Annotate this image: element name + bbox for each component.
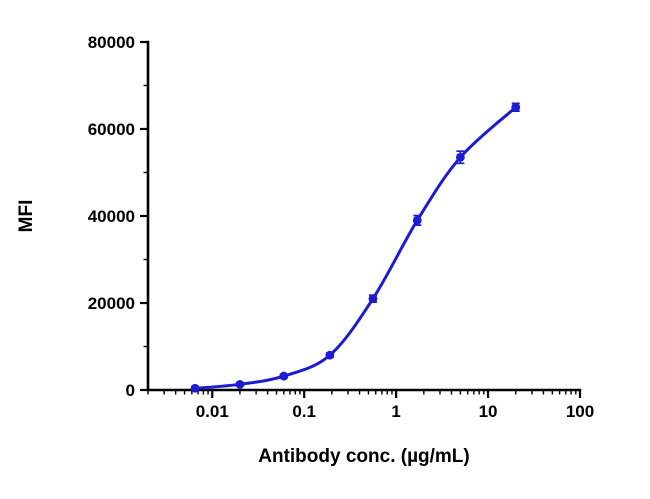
data-point-marker [511,102,521,112]
x-tick-label: 100 [566,402,594,421]
data-point-marker [279,371,289,381]
y-tick-label: 40000 [88,207,135,226]
data-point-marker [190,383,200,393]
data-point-marker [235,379,245,389]
data-point-marker [455,152,465,162]
y-tick-label: 0 [126,381,135,400]
data-point-marker [325,350,335,360]
x-tick-label: 10 [479,402,498,421]
data-point-marker [412,215,422,225]
data-point-marker [368,294,378,304]
y-tick-label: 80000 [88,33,135,52]
y-tick-label: 20000 [88,294,135,313]
y-tick-label: 60000 [88,120,135,139]
fitted-curve [193,105,518,390]
x-tick-label: 0.1 [292,402,316,421]
tick-labels: 0 20000 40000 60000 80000 0.01 0.1 1 10 100 [88,33,594,421]
y-axis-title: MFI [16,200,37,233]
axes [146,40,582,392]
x-tick-label: 0.01 [196,402,229,421]
data-series [190,102,521,393]
axis-lines [146,40,582,392]
tick-marks [140,40,582,398]
x-tick-label: 1 [391,402,400,421]
x-axis-title: Antibody conc. (µg/mL) [258,446,470,467]
